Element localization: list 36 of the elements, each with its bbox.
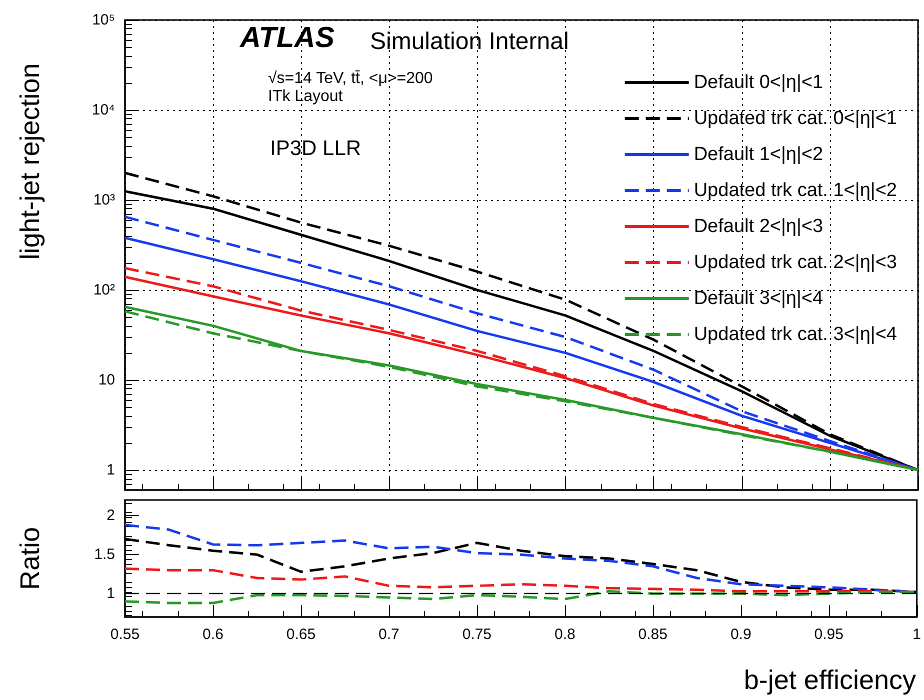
legend-label: Default 2<|η|<3 bbox=[694, 216, 824, 237]
annotation: ATLAS bbox=[240, 22, 335, 55]
x-tick-label: 0.65 bbox=[286, 626, 316, 643]
legend-label: Updated trk cat. 0<|η|<1 bbox=[694, 108, 898, 129]
y-tick-label: 2 bbox=[106, 507, 115, 524]
legend-label: Default 0<|η|<1 bbox=[694, 72, 824, 93]
x-tick-label: 0.8 bbox=[554, 626, 576, 643]
x-tick-label: 0.9 bbox=[730, 626, 752, 643]
x-tick-label: 0.6 bbox=[202, 626, 224, 643]
x-tick-label: 0.7 bbox=[378, 626, 400, 643]
x-tick-label: 0.95 bbox=[814, 626, 844, 643]
legend-label: Default 1<|η|<2 bbox=[694, 144, 824, 165]
y-tick-label: 10 bbox=[98, 372, 115, 389]
line-series bbox=[124, 524, 918, 594]
x-tick-label: 0.55 bbox=[110, 626, 140, 643]
x-tick-label: 0.75 bbox=[462, 626, 492, 643]
y-tick-label: 10² bbox=[93, 282, 115, 299]
y-axis-title: Ratio bbox=[14, 526, 46, 590]
y-tick-label: 10³ bbox=[93, 192, 115, 209]
legend-label: Updated trk cat. 2<|η|<3 bbox=[694, 252, 898, 273]
annotation: √s=14 TeV, tt̄, <μ>=200 bbox=[268, 70, 433, 88]
legend-label: Updated trk cat. 3<|η|<4 bbox=[694, 324, 898, 345]
y-tick-label: 10⁴ bbox=[92, 102, 115, 119]
x-tick-label: 0.85 bbox=[638, 626, 668, 643]
y-tick-label: 1.5 bbox=[94, 546, 115, 564]
x-tick-label: 1 bbox=[912, 626, 921, 643]
y-axis-title: light-jet rejection bbox=[14, 62, 46, 260]
y-tick-label: 1 bbox=[106, 585, 115, 602]
y-tick-label: 1 bbox=[106, 462, 115, 479]
x-axis-title: b-jet efficiency bbox=[744, 665, 916, 696]
annotation: ITk Layout bbox=[268, 88, 343, 106]
legend-label: Default 3<|η|<4 bbox=[694, 288, 824, 309]
annotation: IP3D LLR bbox=[270, 137, 362, 161]
annotation: Simulation Internal bbox=[370, 28, 569, 56]
y-tick-label: 10⁵ bbox=[92, 12, 115, 28]
legend-label: Updated trk cat. 1<|η|<2 bbox=[694, 180, 898, 201]
